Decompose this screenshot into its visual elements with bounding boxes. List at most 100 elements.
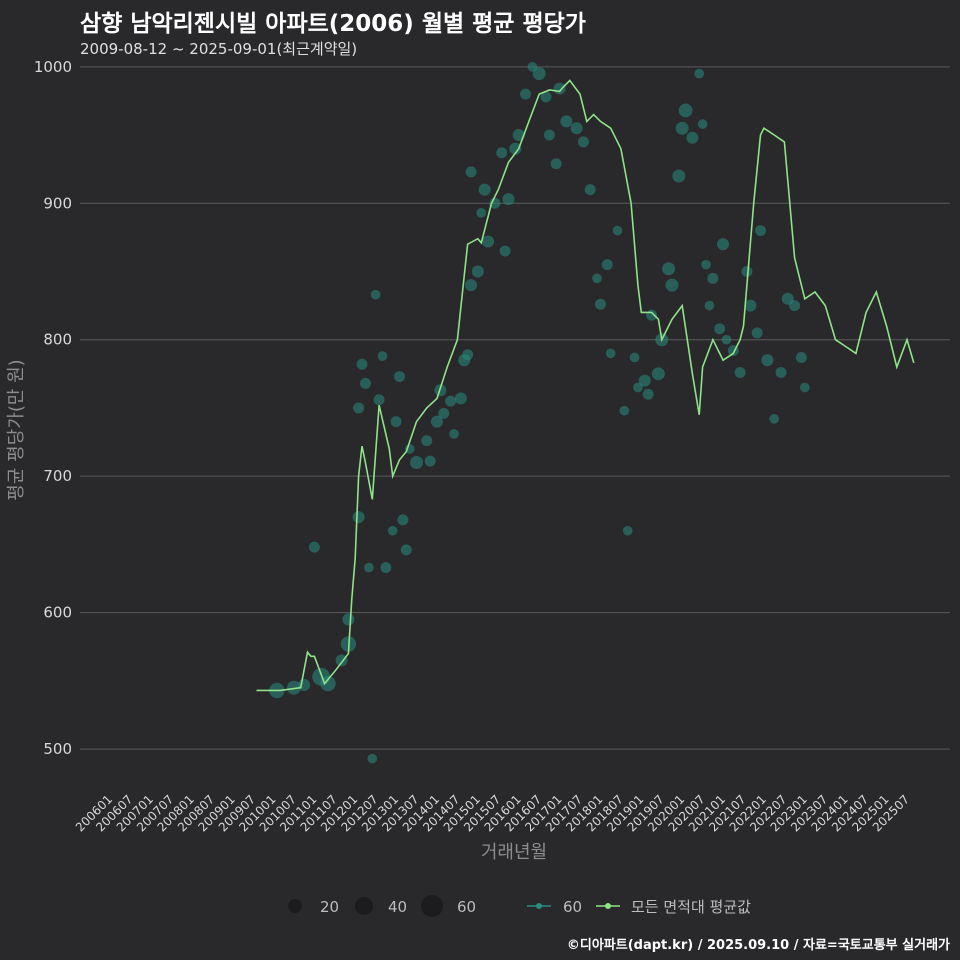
scatter-point: [707, 272, 719, 284]
scatter-point: [499, 245, 511, 257]
scatter-point: [298, 678, 311, 691]
scatter-point: [364, 562, 374, 573]
y-tick-label: 1000: [34, 58, 72, 76]
scatter-point: [612, 225, 623, 236]
scatter-point: [601, 259, 613, 271]
scatter-point: [320, 675, 336, 692]
scatter-point: [560, 115, 573, 128]
scatter-point: [795, 351, 807, 363]
scatter-point: [701, 259, 711, 270]
scatter-point: [675, 121, 689, 135]
scatter-point: [400, 544, 412, 556]
scatter-point: [438, 407, 450, 419]
legend-size-20-marker: [288, 899, 302, 913]
scatter-point: [672, 169, 686, 183]
scatter-point: [430, 415, 443, 428]
scatter-point: [741, 266, 753, 277]
y-tick-label: 700: [43, 467, 72, 485]
scatter-point: [397, 514, 409, 526]
scatter-point: [651, 367, 665, 381]
scatter-point: [697, 119, 708, 129]
scatter-point: [540, 91, 552, 103]
scatter-point: [462, 349, 474, 361]
scatter-point: [454, 392, 467, 405]
average-line: [256, 79, 915, 692]
scatter-point: [353, 402, 365, 414]
legend-size-40-label: 40: [388, 898, 407, 916]
scatter-point: [734, 366, 746, 378]
scatter-point: [751, 327, 763, 339]
scatter-point: [721, 334, 732, 345]
scatter-point: [377, 351, 388, 361]
scatter-point: [359, 377, 371, 389]
scatter-point: [476, 207, 487, 218]
scatter-point: [769, 414, 780, 424]
scatter-point: [717, 238, 730, 251]
scatter-point: [532, 67, 546, 81]
scatter-point: [570, 122, 583, 135]
scatter-point: [370, 289, 381, 300]
scatter-point: [629, 352, 640, 363]
scatter-point: [633, 382, 643, 393]
scatter-point: [775, 366, 787, 378]
y-tick-label: 800: [43, 331, 72, 349]
scatter-point: [421, 435, 433, 447]
scatter-point: [394, 371, 405, 383]
legend-average-label: 모든 면적대 평균값: [631, 898, 751, 916]
scatter-point: [592, 273, 602, 284]
scatter-point: [445, 395, 457, 407]
scatter-point: [424, 455, 436, 467]
scatter-point: [789, 300, 801, 312]
scatter-point: [744, 299, 757, 312]
scatter-point: [482, 235, 495, 248]
scatter-point: [478, 183, 491, 196]
scatter-point: [594, 298, 606, 310]
scatter-point: [714, 323, 726, 335]
scatter-point: [342, 613, 355, 626]
scatter-point: [356, 358, 368, 370]
scatter-point: [465, 279, 478, 292]
scatter-point: [638, 374, 651, 387]
scatter-point: [686, 131, 699, 144]
legend-size-60-marker: [421, 895, 443, 917]
scatter-point: [520, 88, 532, 100]
scatter-point: [642, 388, 654, 400]
scatter-point: [373, 394, 385, 406]
legend-average-marker: [605, 903, 611, 909]
chart-subtitle: 2009-08-12 ~ 2025-09-01(최근계약일): [80, 40, 358, 58]
x-axis-label: 거래년월: [481, 842, 547, 863]
scatter-point: [543, 129, 555, 141]
scatter-point: [694, 68, 705, 79]
chart-title: 삼향 남악리젠시빌 아파트(2006) 월별 평균 평당가: [80, 11, 586, 37]
y-tick-label: 600: [43, 604, 72, 622]
scatter-point: [619, 405, 630, 416]
y-axis-ticks: 500 600 700 800 900 1000: [34, 58, 72, 758]
scatter-point: [678, 103, 693, 118]
scatter-point: [390, 416, 402, 428]
legend-size-60-label: 60: [457, 898, 476, 916]
grid: [80, 66, 950, 750]
legend-size-20-label: 20: [320, 898, 339, 916]
source-footer: ©디아파트(dapt.kr) / 2025.09.10 / 자료=국토교통부 실…: [566, 938, 950, 953]
scatter-point: [577, 136, 589, 148]
y-axis-label: 평균 평당가(만 원): [6, 359, 27, 500]
scatter-point: [509, 142, 522, 155]
legend: 20 40 60 60 모든 면적대 평균값: [288, 895, 751, 917]
scatter-point: [308, 541, 320, 553]
legend-size-40-marker: [355, 897, 373, 915]
scatter-point: [584, 184, 596, 196]
scatter-point: [286, 680, 301, 695]
scatter-point: [367, 753, 378, 764]
y-tick-label: 500: [43, 740, 72, 758]
scatter-point: [662, 262, 676, 276]
scatter-point: [665, 278, 679, 292]
y-tick-label: 900: [43, 194, 72, 212]
scatter-point: [352, 511, 365, 524]
scatter-point: [755, 225, 767, 237]
scatter-points: [269, 61, 810, 764]
scatter-point: [512, 129, 525, 142]
scatter-point: [553, 82, 566, 95]
scatter-point: [761, 354, 774, 367]
legend-series-marker: [536, 903, 542, 909]
